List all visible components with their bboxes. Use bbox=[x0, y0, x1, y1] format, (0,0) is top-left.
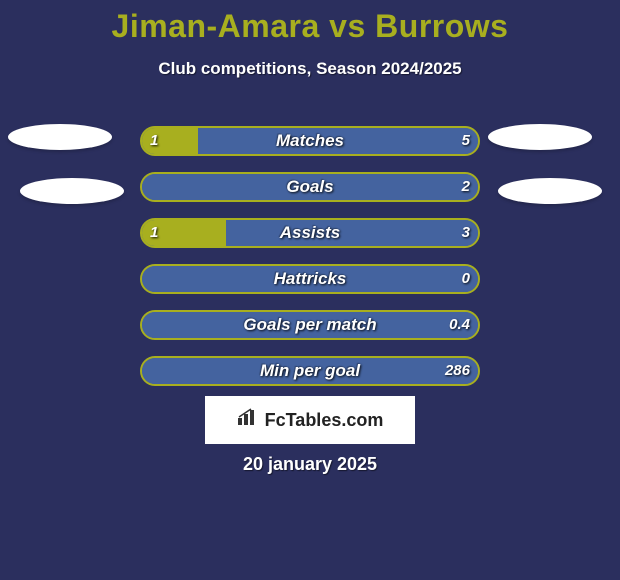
logo-box: FcTables.com bbox=[205, 396, 415, 444]
bar-fill-right bbox=[226, 220, 478, 246]
page-title: Jiman-Amara vs Burrows bbox=[0, 0, 620, 45]
chart-icon bbox=[237, 408, 259, 432]
bar-fill-right bbox=[142, 358, 478, 384]
bar-wrap bbox=[140, 310, 480, 340]
bar-wrap bbox=[140, 126, 480, 156]
stat-row: Min per goal286 bbox=[0, 348, 620, 394]
date: 20 january 2025 bbox=[0, 454, 620, 475]
bar-fill-right bbox=[142, 312, 478, 338]
avatar-placeholder bbox=[8, 124, 112, 150]
avatar-placeholder bbox=[20, 178, 124, 204]
bar-fill-right bbox=[198, 128, 478, 154]
stat-rows: Matches15Goals2Assists13Hattricks0Goals … bbox=[0, 118, 620, 394]
stat-row: Hattricks0 bbox=[0, 256, 620, 302]
subtitle: Club competitions, Season 2024/2025 bbox=[0, 59, 620, 79]
comparison-chart: Jiman-Amara vs Burrows Club competitions… bbox=[0, 0, 620, 580]
bar-fill-left bbox=[142, 220, 226, 246]
bar-fill-right bbox=[142, 266, 478, 292]
bar-wrap bbox=[140, 356, 480, 386]
stat-row: Assists13 bbox=[0, 210, 620, 256]
avatar-placeholder bbox=[498, 178, 602, 204]
logo-text: FcTables.com bbox=[265, 410, 384, 431]
bar-fill-left bbox=[142, 128, 198, 154]
bar-fill-right bbox=[142, 174, 478, 200]
avatar-placeholder bbox=[488, 124, 592, 150]
bar-wrap bbox=[140, 172, 480, 202]
bar-wrap bbox=[140, 264, 480, 294]
stat-row: Goals per match0.4 bbox=[0, 302, 620, 348]
bar-wrap bbox=[140, 218, 480, 248]
